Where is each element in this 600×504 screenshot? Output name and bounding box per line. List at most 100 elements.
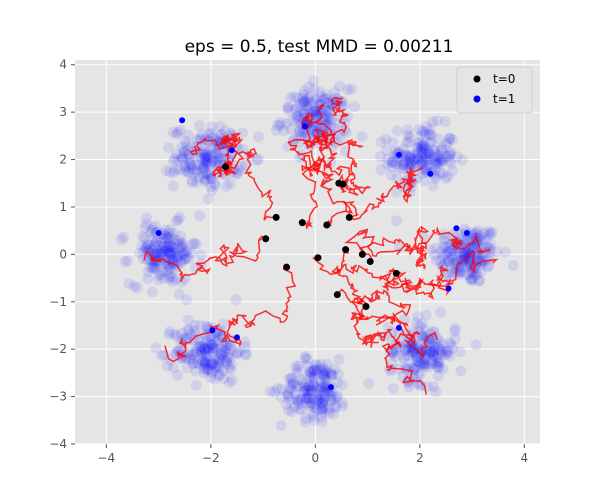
target-sample [217, 365, 229, 377]
target-sample [311, 404, 323, 416]
target-sample [185, 140, 197, 152]
target-sample [217, 318, 229, 330]
target-sample [162, 241, 174, 253]
target-sample [455, 254, 467, 266]
target-sample [147, 261, 159, 273]
target-sample [275, 391, 287, 403]
target-sample [345, 83, 357, 95]
target-sample [271, 119, 283, 131]
target-sample [311, 363, 323, 375]
target-sample [403, 149, 415, 161]
target-sample [216, 349, 228, 361]
target-sample [433, 343, 445, 355]
target-sample [201, 160, 213, 172]
target-sample [298, 95, 310, 107]
target-sample [443, 345, 455, 357]
target-sample [397, 157, 409, 169]
target-sample [444, 245, 456, 257]
target-sample [175, 255, 187, 267]
target-sample [224, 352, 236, 364]
target-sample [291, 394, 303, 406]
target-sample [189, 325, 201, 337]
target-sample [321, 111, 333, 123]
target-sample [316, 383, 328, 395]
target-sample [426, 130, 438, 142]
target-sample [224, 178, 236, 190]
target-sample [163, 227, 175, 239]
target-sample [442, 245, 454, 257]
target-sample [142, 266, 154, 278]
target-sample [205, 173, 217, 185]
target-sample [239, 349, 251, 361]
point-t0 [333, 291, 341, 299]
target-sample [389, 350, 401, 362]
target-sample [183, 161, 195, 173]
target-sample [418, 358, 430, 370]
target-sample [409, 153, 421, 165]
target-sample [470, 339, 482, 351]
target-sample [311, 388, 323, 400]
point-t0 [345, 213, 353, 221]
point-t1 [228, 147, 235, 154]
target-sample [304, 370, 316, 382]
target-sample [293, 110, 305, 122]
target-sample [225, 344, 237, 356]
target-sample [198, 163, 210, 175]
target-sample [410, 159, 422, 171]
target-sample [195, 152, 207, 164]
target-sample [146, 244, 158, 256]
target-sample [307, 75, 319, 87]
target-sample [175, 124, 187, 136]
target-sample [400, 149, 412, 161]
target-sample [294, 125, 306, 137]
legend-label-t1: t=1 [493, 92, 515, 106]
point-t0 [358, 250, 366, 258]
target-sample [291, 382, 303, 394]
target-sample [194, 210, 206, 222]
target-sample [318, 378, 330, 390]
target-sample [296, 403, 308, 415]
target-sample [440, 138, 452, 150]
target-sample [168, 153, 180, 165]
target-sample [297, 380, 309, 392]
target-sample [293, 106, 305, 118]
target-sample [429, 152, 441, 164]
target-sample [173, 235, 185, 247]
target-sample [186, 353, 198, 365]
target-sample [191, 357, 203, 369]
target-sample [437, 251, 449, 263]
target-sample [297, 376, 309, 388]
target-sample [470, 227, 482, 239]
target-sample [468, 242, 480, 254]
target-sample [231, 347, 243, 359]
target-sample [200, 153, 212, 165]
y-tick-label: 3 [59, 105, 67, 119]
target-sample [292, 101, 304, 113]
target-sample [436, 344, 448, 356]
target-sample [179, 160, 191, 172]
target-sample [186, 176, 198, 188]
target-sample [417, 147, 429, 159]
target-sample [164, 262, 176, 274]
target-sample [288, 376, 300, 388]
target-sample [163, 273, 175, 285]
target-sample [293, 398, 305, 410]
target-sample [167, 362, 179, 374]
target-sample [196, 128, 208, 140]
target-sample [491, 245, 503, 257]
target-sample [157, 245, 169, 257]
target-sample [333, 353, 345, 365]
target-sample [283, 404, 295, 416]
target-sample [206, 358, 218, 370]
target-sample [385, 169, 397, 181]
target-sample [165, 246, 177, 258]
target-sample [486, 227, 498, 239]
target-sample [394, 162, 406, 174]
series-t1 [155, 117, 470, 391]
target-sample [168, 167, 180, 179]
target-sample [414, 320, 426, 332]
target-sample [178, 248, 190, 260]
target-sample [467, 273, 479, 285]
target-sample [144, 261, 156, 273]
target-sample [140, 212, 152, 224]
